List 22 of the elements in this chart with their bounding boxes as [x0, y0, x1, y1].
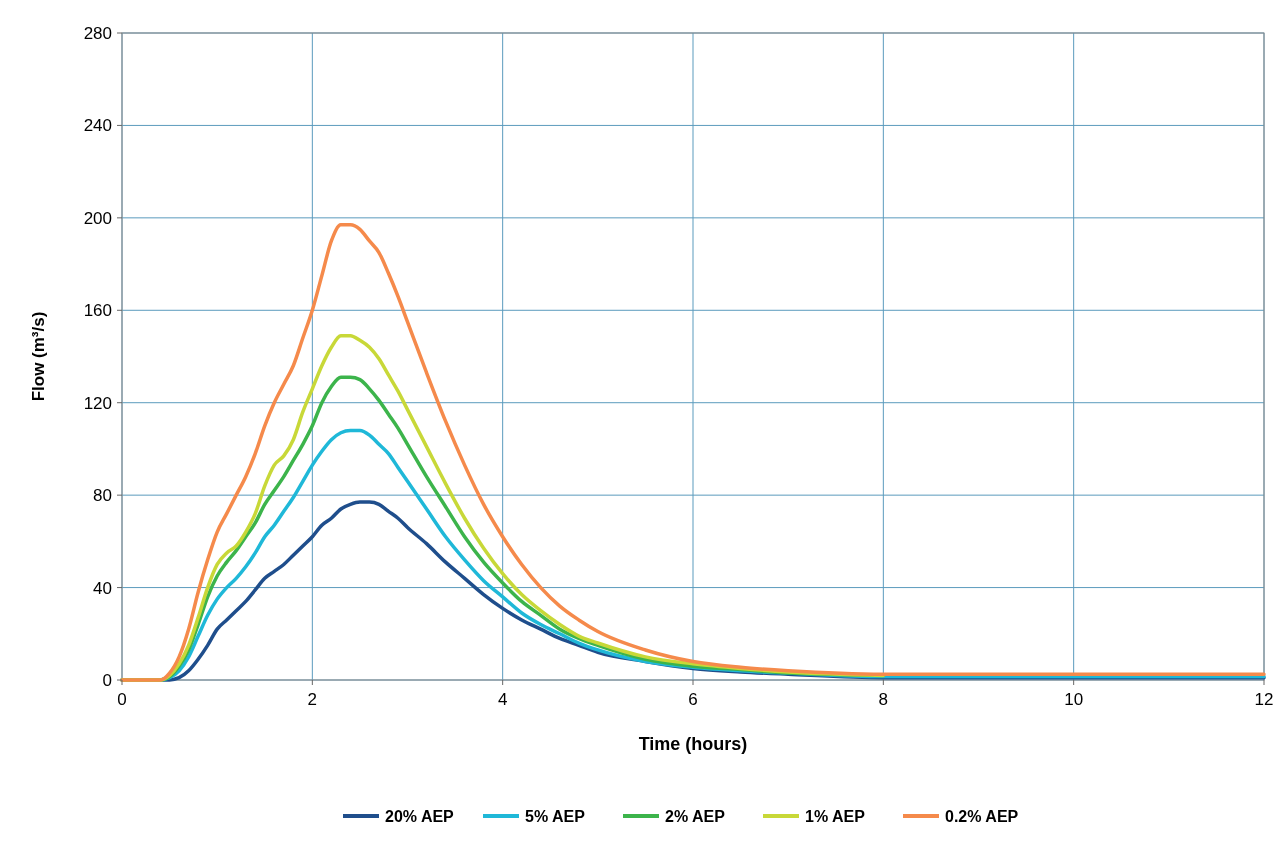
- legend-label: 0.2% AEP: [945, 808, 1019, 825]
- x-tick-label: 12: [1254, 690, 1274, 709]
- x-tick-label: 8: [878, 690, 889, 709]
- x-tick-label: 4: [497, 690, 508, 709]
- legend-label: 20% AEP: [385, 808, 455, 825]
- y-tick-label: 40: [93, 578, 112, 598]
- y-tick-label: 160: [83, 301, 112, 321]
- x-axis-title: Time (hours): [638, 734, 748, 754]
- y-tick-label: 240: [83, 116, 112, 136]
- y-tick-label: 80: [93, 486, 112, 506]
- y-tick-label: 280: [83, 24, 112, 43]
- y-tick-label: 200: [83, 208, 112, 228]
- x-tick-label: 10: [1064, 690, 1084, 709]
- y-tick-label: 0: [102, 671, 112, 690]
- legend-label: 5% AEP: [525, 808, 586, 825]
- y-axis-title: Flow (m³/s): [29, 311, 48, 402]
- x-tick-label: 0: [117, 690, 127, 709]
- legend-label: 2% AEP: [665, 808, 726, 825]
- y-tick-label: 120: [83, 393, 112, 413]
- legend-label: 1% AEP: [805, 808, 866, 825]
- x-tick-label: 6: [688, 690, 698, 709]
- x-tick-label: 2: [307, 690, 318, 709]
